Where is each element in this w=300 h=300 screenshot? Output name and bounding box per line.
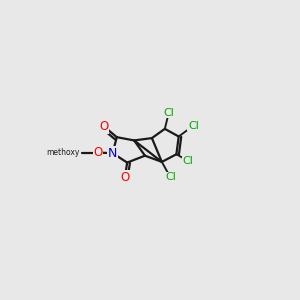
- Text: Cl: Cl: [163, 108, 174, 118]
- Text: O: O: [93, 146, 103, 159]
- Text: N: N: [108, 147, 117, 160]
- Text: O: O: [100, 120, 109, 133]
- Text: O: O: [120, 171, 130, 184]
- Text: methoxy: methoxy: [46, 148, 80, 157]
- Text: Cl: Cl: [165, 172, 176, 182]
- Text: Cl: Cl: [188, 121, 199, 130]
- Text: Cl: Cl: [182, 156, 194, 166]
